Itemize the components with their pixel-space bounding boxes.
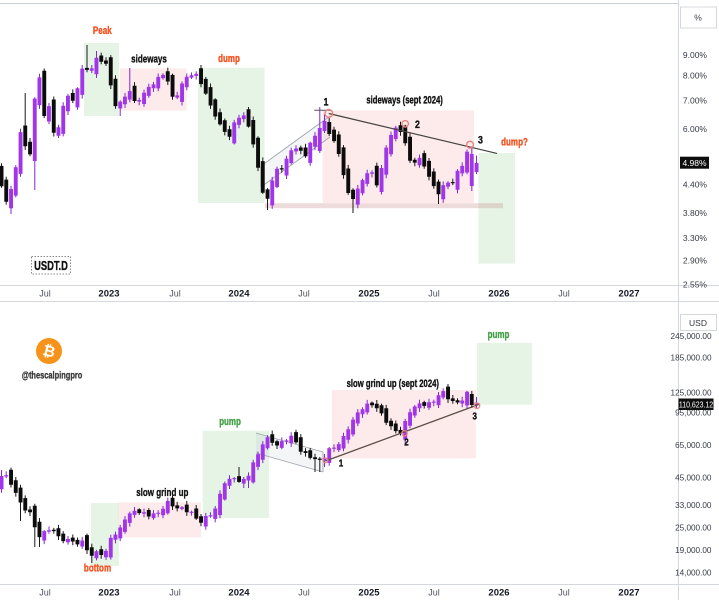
svg-text:2026: 2026 bbox=[488, 288, 509, 299]
svg-text:2.55%: 2.55% bbox=[683, 280, 708, 290]
svg-text:95,000.00: 95,000.00 bbox=[675, 409, 712, 418]
svg-text:sideways (sept 2024): sideways (sept 2024) bbox=[366, 94, 443, 107]
svg-text:Peak: Peak bbox=[93, 25, 112, 38]
svg-text:slow grind up (sept 2024): slow grind up (sept 2024) bbox=[347, 378, 439, 391]
svg-text:2.90%: 2.90% bbox=[683, 256, 708, 266]
svg-text:3.80%: 3.80% bbox=[683, 208, 708, 218]
svg-text:2023: 2023 bbox=[98, 288, 119, 299]
svg-text:2024: 2024 bbox=[228, 588, 250, 599]
svg-text:Jul: Jul bbox=[298, 588, 310, 598]
svg-text:%: % bbox=[694, 13, 702, 23]
svg-text:4.40%: 4.40% bbox=[683, 180, 708, 190]
svg-text:Jul: Jul bbox=[39, 288, 51, 298]
svg-text:45,000.00: 45,000.00 bbox=[675, 474, 712, 483]
svg-text:pump: pump bbox=[219, 416, 241, 429]
svg-text:@thescalpingpro: @thescalpingpro bbox=[22, 369, 83, 381]
svg-text:pump: pump bbox=[488, 329, 510, 342]
svg-text:bottom: bottom bbox=[84, 562, 111, 575]
svg-text:65,000.00: 65,000.00 bbox=[675, 441, 712, 450]
svg-text:2025: 2025 bbox=[358, 588, 380, 599]
svg-text:125,000.00: 125,000.00 bbox=[671, 389, 712, 398]
svg-text:14,000.00: 14,000.00 bbox=[675, 569, 712, 578]
svg-text:slow grind up: slow grind up bbox=[136, 487, 188, 500]
svg-text:9.00%: 9.00% bbox=[683, 50, 708, 60]
svg-text:Jul: Jul bbox=[558, 588, 570, 598]
svg-text:3: 3 bbox=[472, 411, 476, 422]
svg-text:2: 2 bbox=[404, 437, 408, 448]
svg-text:Jul: Jul bbox=[169, 288, 181, 298]
svg-text:2025: 2025 bbox=[358, 288, 380, 299]
svg-text:25,000.00: 25,000.00 bbox=[675, 524, 712, 533]
svg-text:110,623.12: 110,623.12 bbox=[679, 400, 713, 410]
svg-text:2023: 2023 bbox=[98, 588, 119, 599]
svg-text:2024: 2024 bbox=[228, 288, 250, 299]
svg-text:3.30%: 3.30% bbox=[683, 233, 708, 243]
svg-text:USDT.D: USDT.D bbox=[34, 259, 68, 273]
svg-text:2026: 2026 bbox=[488, 588, 509, 599]
svg-text:2027: 2027 bbox=[618, 588, 639, 599]
svg-text:dump: dump bbox=[218, 53, 240, 66]
svg-text:1: 1 bbox=[324, 97, 329, 109]
svg-text:₿: ₿ bbox=[41, 342, 57, 361]
svg-text:6.00%: 6.00% bbox=[683, 124, 708, 134]
svg-text:185,000.00: 185,000.00 bbox=[671, 354, 712, 363]
svg-text:245,000.00: 245,000.00 bbox=[671, 332, 712, 341]
svg-text:Jul: Jul bbox=[428, 288, 440, 298]
svg-text:2027: 2027 bbox=[618, 288, 639, 299]
svg-text:33,000.00: 33,000.00 bbox=[675, 501, 712, 510]
svg-text:Jul: Jul bbox=[558, 288, 570, 298]
svg-text:Jul: Jul bbox=[298, 288, 310, 298]
svg-text:8.00%: 8.00% bbox=[683, 71, 708, 81]
svg-text:Jul: Jul bbox=[169, 588, 181, 598]
svg-text:sideways: sideways bbox=[131, 53, 167, 66]
svg-text:Jul: Jul bbox=[428, 588, 440, 598]
svg-text:7.00%: 7.00% bbox=[683, 96, 708, 106]
svg-text:1: 1 bbox=[339, 457, 343, 468]
svg-text:19,000.00: 19,000.00 bbox=[675, 546, 712, 555]
svg-text:4.98%: 4.98% bbox=[682, 158, 707, 168]
svg-text:dump?: dump? bbox=[501, 136, 528, 149]
svg-text:Jul: Jul bbox=[39, 588, 51, 598]
svg-text:3: 3 bbox=[478, 135, 483, 147]
svg-text:USD: USD bbox=[689, 318, 707, 328]
svg-text:2: 2 bbox=[415, 119, 420, 131]
